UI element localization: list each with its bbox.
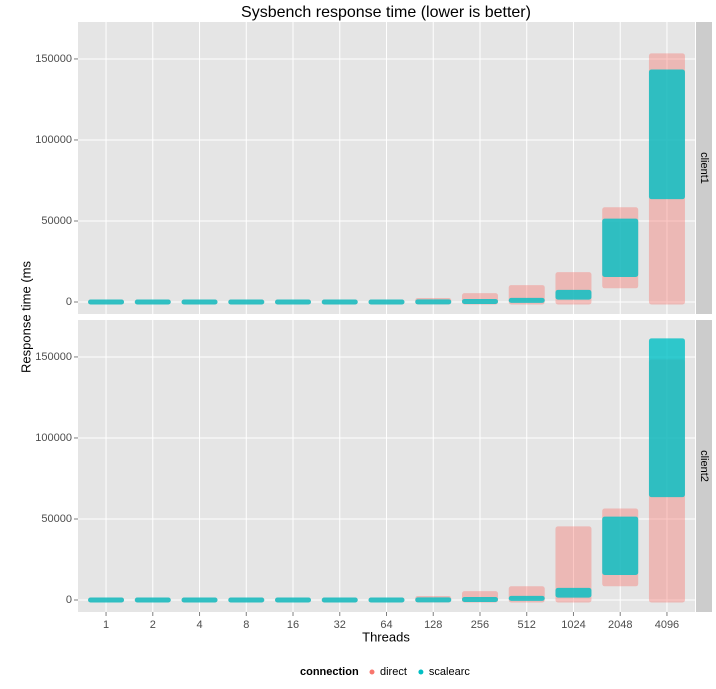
point-cluster bbox=[181, 299, 218, 305]
legend-marker bbox=[418, 669, 424, 675]
x-tick-label: 256 bbox=[471, 619, 489, 631]
x-tick-label: 1024 bbox=[561, 619, 585, 631]
point-cluster bbox=[602, 516, 639, 575]
x-tick-label: 8 bbox=[243, 619, 249, 631]
point-cluster bbox=[648, 338, 685, 498]
x-tick-label: 2048 bbox=[608, 619, 632, 631]
x-tick-label: 512 bbox=[518, 619, 536, 631]
x-tick-label: 128 bbox=[424, 619, 442, 631]
x-tick-label: 1 bbox=[103, 619, 109, 631]
point-cluster bbox=[555, 526, 592, 603]
x-tick-label: 4096 bbox=[655, 619, 679, 631]
point-cluster bbox=[321, 299, 358, 305]
point-cluster bbox=[415, 299, 452, 305]
x-tick-label: 2 bbox=[150, 619, 156, 631]
legend-label: scalearc bbox=[429, 666, 470, 678]
strip-background bbox=[696, 320, 712, 612]
point-cluster bbox=[555, 587, 592, 598]
point-cluster bbox=[648, 69, 685, 200]
strip-label: client2 bbox=[698, 450, 710, 482]
point-cluster bbox=[415, 597, 452, 603]
x-tick-label: 32 bbox=[334, 619, 346, 631]
point-cluster bbox=[368, 299, 405, 305]
x-axis-title: Threads bbox=[362, 629, 410, 644]
point-cluster bbox=[461, 597, 498, 603]
y-tick-label: 50000 bbox=[41, 215, 72, 227]
y-tick-label: 100000 bbox=[35, 134, 72, 146]
point-cluster bbox=[181, 597, 218, 603]
point-cluster bbox=[134, 299, 171, 305]
point-cluster bbox=[228, 597, 265, 603]
y-tick-label: 100000 bbox=[35, 432, 72, 444]
point-cluster bbox=[321, 597, 358, 603]
y-tick-label: 0 bbox=[66, 296, 72, 308]
y-tick-label: 150000 bbox=[35, 53, 72, 65]
point-cluster bbox=[555, 289, 592, 300]
point-cluster bbox=[368, 597, 405, 603]
chart-title: Sysbench response time (lower is better) bbox=[241, 4, 531, 21]
y-axis-title: Response time (ms bbox=[18, 261, 33, 373]
strip-label: client1 bbox=[698, 152, 710, 184]
strip-background bbox=[696, 22, 712, 314]
point-cluster bbox=[508, 595, 545, 601]
y-tick-label: 150000 bbox=[35, 351, 72, 363]
x-tick-label: 64 bbox=[380, 619, 392, 631]
point-cluster bbox=[228, 299, 265, 305]
y-tick-label: 0 bbox=[66, 594, 72, 606]
point-cluster bbox=[134, 597, 171, 603]
y-tick-label: 50000 bbox=[41, 513, 72, 525]
legend-title: connection bbox=[300, 666, 359, 678]
point-cluster bbox=[275, 597, 312, 603]
point-cluster bbox=[461, 299, 498, 305]
point-cluster bbox=[275, 299, 312, 305]
point-cluster bbox=[88, 597, 125, 603]
point-cluster bbox=[88, 299, 125, 305]
legend-label: direct bbox=[380, 666, 407, 678]
point-cluster bbox=[602, 218, 639, 277]
point-cluster bbox=[508, 297, 545, 303]
x-tick-label: 16 bbox=[287, 619, 299, 631]
legend-marker bbox=[369, 669, 375, 675]
x-tick-label: 4 bbox=[196, 619, 202, 631]
